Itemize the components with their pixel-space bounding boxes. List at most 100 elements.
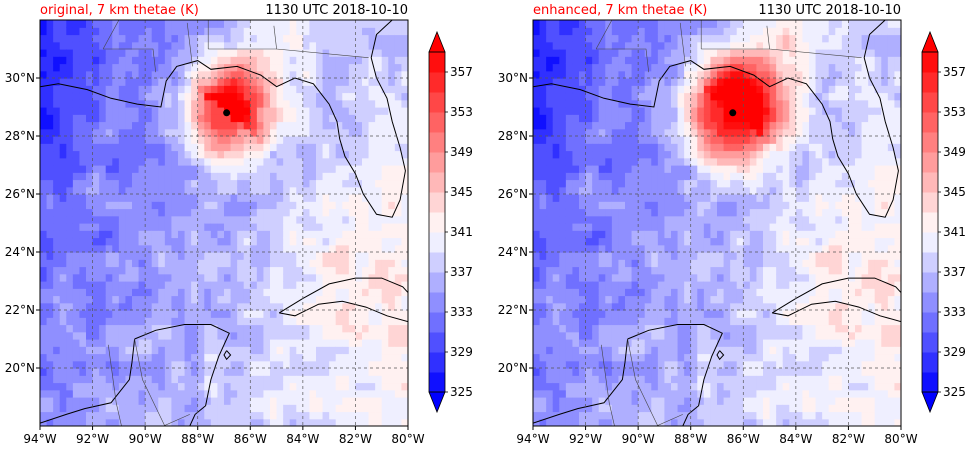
heatmap-cell-original — [112, 411, 120, 420]
heatmap-cell-original — [256, 288, 265, 297]
heatmap-cell-enhanced — [651, 20, 659, 28]
heatmap-cell-original — [309, 165, 317, 173]
heatmap-cell-original — [401, 244, 408, 253]
heatmap-cell-enhanced — [579, 215, 587, 224]
heatmap-cell-enhanced — [723, 375, 731, 384]
heatmap-cell-original — [66, 317, 74, 326]
heatmap-cell-enhanced — [625, 288, 633, 297]
heatmap-cell-enhanced — [717, 382, 725, 391]
heatmap-cell-original — [296, 331, 304, 340]
heatmap-cell-enhanced — [697, 99, 705, 108]
heatmap-cell-original — [289, 237, 297, 246]
heatmap-cell-original — [250, 375, 258, 384]
heatmap-cell-enhanced — [638, 85, 646, 94]
heatmap-cell-original — [138, 201, 146, 210]
heatmap-cell-enhanced — [657, 259, 666, 268]
heatmap-cell-enhanced — [598, 128, 606, 137]
heatmap-cell-original — [145, 172, 153, 181]
heatmap-cell-original — [92, 310, 100, 318]
heatmap-cell-original — [309, 41, 317, 50]
heatmap-cell-enhanced — [638, 223, 646, 231]
heatmap-cell-original — [72, 99, 81, 108]
heatmap-cell-original — [335, 41, 343, 50]
heatmap-cell-original — [289, 302, 297, 311]
heatmap-cell-original — [362, 397, 370, 405]
heatmap-cell-enhanced — [539, 324, 547, 333]
heatmap-cell-original — [125, 150, 133, 159]
heatmap-cell-original — [204, 404, 212, 413]
heatmap-cell-enhanced — [671, 360, 679, 369]
heatmap-cell-original — [210, 179, 219, 188]
heatmap-cell-original — [132, 317, 140, 326]
heatmap-cell-enhanced — [598, 252, 606, 260]
heatmap-cell-original — [191, 128, 199, 137]
heatmap-cell-original — [322, 310, 330, 318]
heatmap-cell-original — [355, 172, 363, 181]
heatmap-cell-original — [394, 244, 403, 253]
heatmap-cell-original — [283, 353, 291, 362]
heatmap-cell-enhanced — [710, 353, 718, 362]
heatmap-cell-original — [171, 121, 179, 130]
heatmap-cell-original — [276, 375, 284, 384]
heatmap-cell-original — [92, 252, 100, 260]
heatmap-cell-enhanced — [579, 360, 587, 369]
heatmap-cell-original — [125, 49, 133, 57]
heatmap-cell-original — [394, 324, 403, 333]
heatmap-cell-original — [197, 41, 205, 50]
heatmap-cell-original — [316, 114, 324, 123]
heatmap-cell-original — [276, 208, 284, 217]
heatmap-cell-original — [263, 418, 271, 426]
heatmap-cell-enhanced — [546, 237, 554, 246]
heatmap-cell-original — [178, 179, 186, 188]
heatmap-cell-enhanced — [657, 302, 666, 311]
heatmap-cell-original — [250, 324, 258, 333]
heatmap-cell-original — [322, 237, 330, 246]
heatmap-cell-original — [59, 230, 67, 239]
heatmap-cell-original — [401, 215, 408, 224]
heatmap-cell-enhanced — [611, 273, 620, 282]
heatmap-cell-original — [394, 70, 403, 79]
heatmap-cell-original — [92, 157, 100, 166]
heatmap-cell-enhanced — [651, 288, 659, 297]
heatmap-cell-original — [263, 288, 271, 297]
heatmap-cell-enhanced — [539, 107, 547, 115]
heatmap-cell-original — [132, 49, 140, 57]
heatmap-cell-original — [283, 41, 291, 50]
heatmap-cell-enhanced — [644, 346, 652, 355]
heatmap-cell-original — [250, 244, 258, 253]
heatmap-cell-original — [79, 331, 87, 340]
heatmap-cell-original — [99, 353, 107, 362]
heatmap-cell-original — [348, 273, 357, 282]
heatmap-cell-original — [66, 244, 74, 253]
heatmap-cell-enhanced — [559, 143, 567, 152]
heatmap-cell-enhanced — [684, 136, 692, 144]
heatmap-cell-original — [171, 353, 179, 362]
heatmap-cell-original — [178, 201, 186, 210]
heatmap-cell-enhanced — [579, 70, 587, 79]
heatmap-cell-enhanced — [644, 20, 652, 28]
heatmap-cell-original — [342, 346, 350, 355]
heatmap-cell-original — [237, 172, 245, 181]
heatmap-cell-enhanced — [690, 107, 698, 115]
heatmap-cell-original — [243, 368, 251, 376]
heatmap-cell-original — [368, 165, 376, 173]
heatmap-cell-enhanced — [625, 63, 633, 72]
heatmap-cell-enhanced — [579, 179, 587, 188]
heatmap-cell-enhanced — [605, 27, 613, 36]
heatmap-cell-original — [125, 411, 133, 420]
heatmap-cell-original — [40, 41, 48, 50]
heatmap-cell-original — [171, 78, 179, 86]
heatmap-cell-original — [237, 143, 245, 152]
heatmap-cell-original — [217, 244, 225, 253]
heatmap-cell-original — [204, 41, 212, 50]
heatmap-cell-original — [250, 165, 258, 173]
heatmap-cell-original — [381, 259, 389, 268]
heatmap-cell-enhanced — [539, 179, 547, 188]
heatmap-cell-enhanced — [611, 295, 620, 304]
heatmap-cell-enhanced — [631, 20, 639, 28]
heatmap-cell-enhanced — [625, 41, 633, 50]
heatmap-cell-enhanced — [565, 136, 574, 144]
heatmap-cell-enhanced — [539, 20, 547, 28]
heatmap-cell-original — [335, 244, 343, 253]
heatmap-cell-original — [230, 237, 238, 246]
